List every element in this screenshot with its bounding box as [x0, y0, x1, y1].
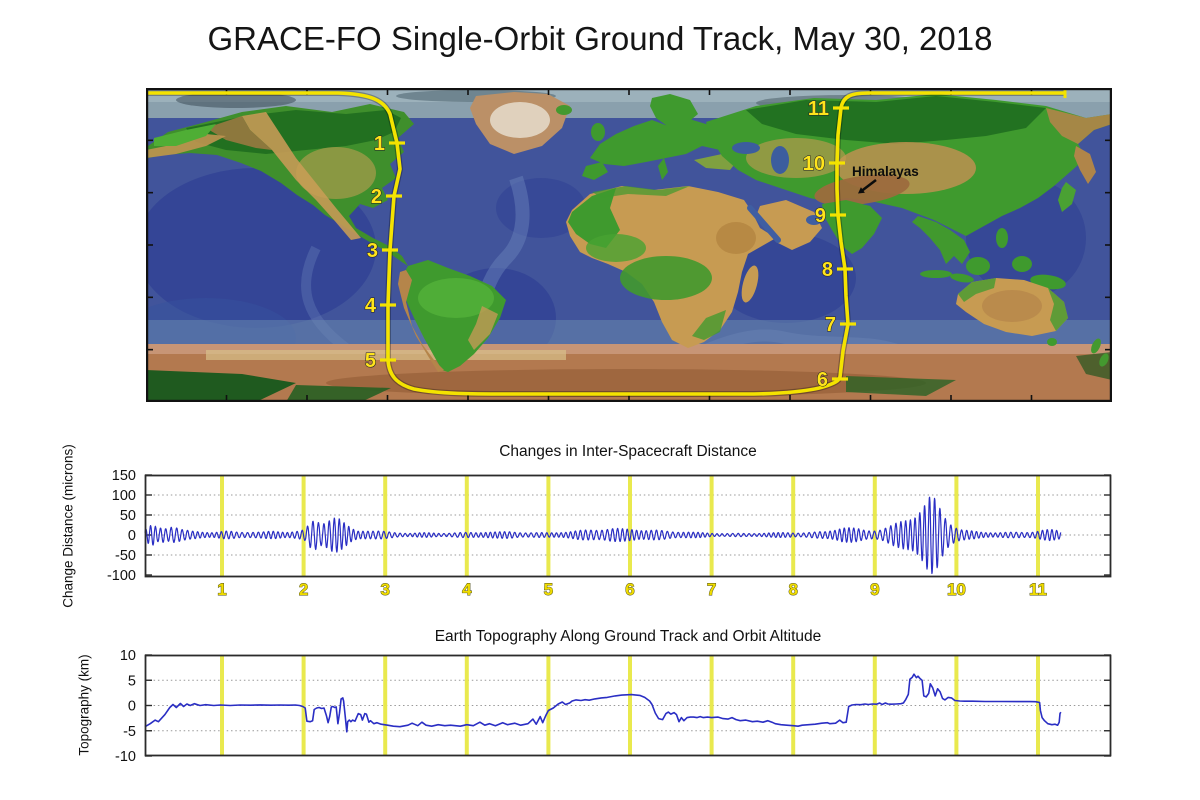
- event-marker-line: [464, 475, 469, 577]
- event-marker-line: [791, 655, 796, 756]
- x-marker-label: 1: [217, 580, 226, 599]
- himalayas-arrow: [861, 178, 877, 192]
- event-marker-line: [383, 655, 388, 756]
- waypoint-number: 9: [815, 205, 826, 227]
- x-marker-label: 8: [788, 580, 797, 599]
- waypoint-number: 11: [808, 98, 829, 120]
- data-series-line: [144, 673, 1062, 733]
- topography-chart-title: Earth Topography Along Ground Track and …: [434, 628, 822, 645]
- x-marker-label: 7: [707, 580, 716, 599]
- page-title: GRACE-FO Single-Orbit Ground Track, May …: [207, 20, 993, 57]
- y-tick-label: -100: [107, 568, 136, 584]
- event-marker-line: [1036, 655, 1040, 756]
- distance-chart-title: Changes in Inter-Spacecraft Distance: [499, 443, 757, 460]
- x-marker-label: 11: [1029, 580, 1047, 599]
- waypoint-number: 3: [367, 240, 378, 262]
- distance-y-axis-label: Change Distance (microns): [60, 444, 76, 608]
- waypoint-number: 5: [365, 350, 376, 372]
- x-marker-label: 2: [299, 580, 308, 599]
- y-tick-label: 10: [120, 648, 136, 664]
- waypoint-number: 8: [822, 259, 833, 281]
- ground-track: [146, 91, 1065, 396]
- y-tick-label: 0: [128, 699, 136, 715]
- event-marker-line: [220, 475, 224, 577]
- event-marker-line: [954, 475, 959, 577]
- y-tick-label: 0: [128, 528, 136, 544]
- event-marker-line: [301, 475, 306, 577]
- event-marker-line: [301, 655, 306, 756]
- world-map-svg: 1 2 3 4 5 6 7 8 9 10 11 Himalayas: [146, 88, 1112, 402]
- event-marker-line: [546, 475, 551, 577]
- event-marker-line: [709, 655, 714, 756]
- x-marker-label: 4: [462, 580, 472, 599]
- y-tick-label: -50: [115, 548, 136, 564]
- event-marker-line: [628, 475, 632, 577]
- event-marker-line: [791, 475, 796, 577]
- plot-frame: [144, 654, 1112, 757]
- himalayas-label: Himalayas: [852, 164, 919, 179]
- topography-y-axis-label: Topography (km): [76, 654, 92, 756]
- waypoint-number: 10: [803, 153, 825, 175]
- world-map: 1 2 3 4 5 6 7 8 9 10 11 Himalayas: [146, 88, 1112, 402]
- y-tick-label: -5: [123, 724, 136, 740]
- y-tick-label: -10: [115, 749, 136, 765]
- map-frame: [146, 88, 1112, 402]
- distance-chart: 150 100 50 0 -50 -100 1 2 3 4 5 6 7 8 9 10 11: [107, 468, 1112, 599]
- y-tick-label: 100: [112, 488, 136, 504]
- waypoint-number: 1: [374, 133, 385, 155]
- event-marker-line: [546, 655, 551, 756]
- waypoint-number: 4: [365, 295, 377, 317]
- waypoint-number: 7: [825, 314, 836, 336]
- waypoint-number: 2: [371, 186, 382, 208]
- event-marker-line: [628, 655, 632, 756]
- x-marker-label: 9: [870, 580, 879, 599]
- europe: [590, 118, 746, 166]
- event-marker-line: [872, 475, 877, 577]
- x-marker-label: 3: [380, 580, 389, 599]
- event-marker-line: [1036, 475, 1040, 577]
- topography-chart: 10 5 0 -5 -10: [115, 648, 1112, 765]
- madagascar: [741, 265, 759, 303]
- event-marker-line: [954, 655, 959, 756]
- event-marker-line: [383, 475, 388, 577]
- x-marker-label: 10: [947, 580, 966, 599]
- x-marker-label: 6: [625, 580, 634, 599]
- x-marker-label: 5: [544, 580, 553, 599]
- event-marker-line: [872, 655, 877, 756]
- event-marker-line: [709, 475, 714, 577]
- plot-frame: [144, 474, 1112, 578]
- y-tick-label: 5: [128, 673, 136, 689]
- data-series-line: [144, 496, 1062, 575]
- waypoint-number: 6: [817, 369, 828, 391]
- y-tick-label: 50: [120, 508, 136, 524]
- y-tick-label: 150: [112, 468, 136, 484]
- track-waypoints: 1 2 3 4 5 6 7 8 9 10 11: [364, 97, 856, 392]
- event-marker-line: [464, 655, 469, 756]
